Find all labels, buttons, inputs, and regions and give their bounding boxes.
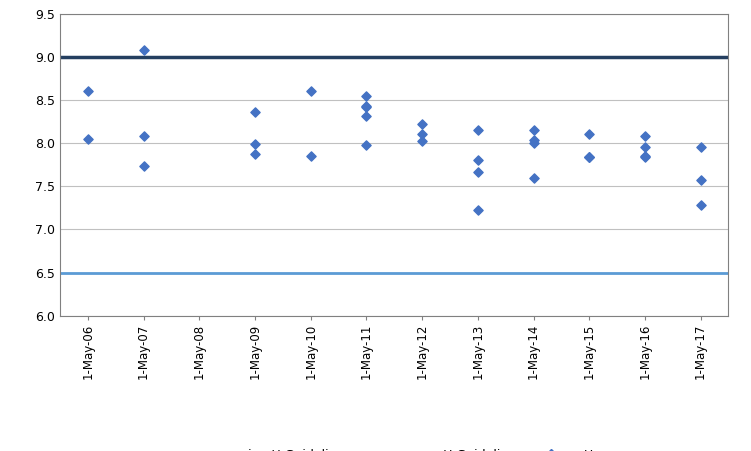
Legend: min pH Guideline, max pH Guideline, pH: min pH Guideline, max pH Guideline, pH [190,444,599,451]
Point [305,152,317,160]
Point [584,153,596,161]
Point [584,153,596,161]
Point [695,176,707,184]
Point [360,141,372,148]
Point [360,102,372,110]
Point [695,202,707,209]
Point [639,133,651,140]
Point [472,206,484,213]
Point [416,120,428,128]
Point [137,46,149,53]
Point [416,138,428,145]
Point [527,126,539,133]
Point [416,131,428,138]
Point [137,133,149,140]
Point [360,92,372,99]
Point [639,152,651,160]
Point [360,113,372,120]
Point [527,136,539,143]
Point [249,140,261,147]
Point [82,87,94,95]
Point [584,153,596,161]
Point [639,144,651,151]
Point [360,103,372,110]
Point [249,151,261,158]
Point [527,174,539,181]
Point [305,87,317,95]
Point [137,163,149,170]
Point [472,156,484,164]
Point [472,168,484,175]
Point [249,108,261,115]
Point [527,139,539,147]
Point [639,153,651,161]
Point [82,135,94,143]
Point [584,131,596,138]
Point [472,126,484,133]
Point [695,144,707,151]
